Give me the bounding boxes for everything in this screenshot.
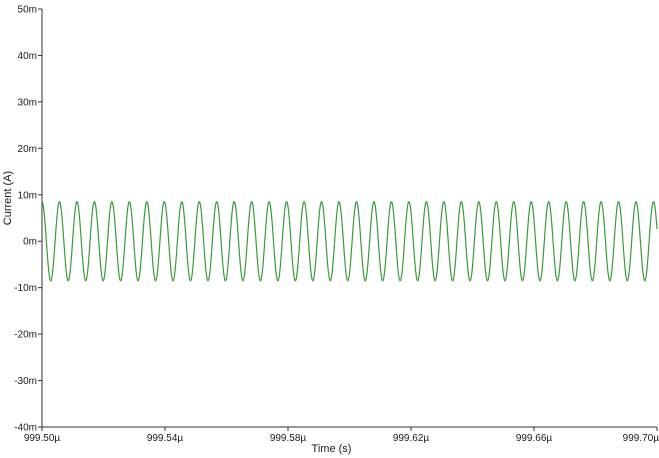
y-tick-label: 20m bbox=[18, 144, 37, 155]
y-axis-title: Current (A) bbox=[2, 171, 14, 225]
y-tick-label: 0m bbox=[23, 237, 37, 248]
y-tick-label: 40m bbox=[18, 51, 37, 62]
y-tick-label: 50m bbox=[18, 5, 37, 16]
x-tick-label: 999.58µ bbox=[270, 433, 307, 444]
x-tick-label: 999.50µ bbox=[24, 433, 61, 444]
y-tick-label: -30m bbox=[14, 376, 37, 387]
x-tick-label: 999.66µ bbox=[516, 433, 553, 444]
x-tick-label: 999.70µ bbox=[623, 433, 659, 444]
x-axis-ticks: 999.50µ 999.54µ 999.58µ 999.62µ 999.66µ 999.7… bbox=[24, 427, 659, 444]
y-tick-label: -40m bbox=[14, 423, 37, 434]
current-series-line bbox=[41, 201, 658, 282]
y-tick-label: -10m bbox=[14, 283, 37, 294]
y-tick-label: 30m bbox=[18, 97, 37, 108]
y-axis-ticks: 50m 40m 30m 20m 10m 0m -10m -20m -30m -40m bbox=[14, 5, 42, 434]
y-tick-label: -20m bbox=[14, 330, 37, 341]
x-axis-title: Time (s) bbox=[312, 443, 352, 455]
x-tick-label: 999.54µ bbox=[147, 433, 184, 444]
y-tick-label: 10m bbox=[18, 190, 37, 201]
x-tick-label: 999.62µ bbox=[393, 433, 430, 444]
